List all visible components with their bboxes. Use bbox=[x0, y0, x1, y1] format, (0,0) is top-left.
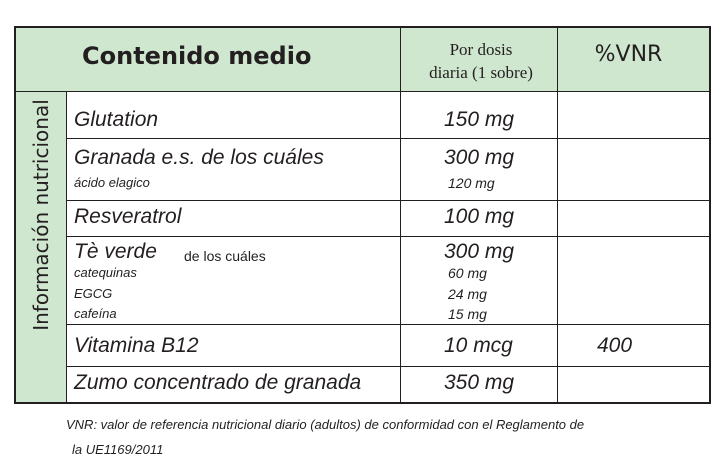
row-sub-amount-acido-elagico: 120 mg bbox=[448, 175, 495, 191]
divider bbox=[400, 28, 401, 402]
row-amount-resveratrol: 100 mg bbox=[444, 205, 515, 228]
row-name-te-verde: Tè verde bbox=[74, 240, 157, 263]
row-amount-glutation: 150 mg bbox=[444, 108, 515, 131]
divider bbox=[66, 324, 709, 325]
row-amount-te-verde: 300 mg bbox=[444, 240, 515, 263]
row-amount-granada: 300 mg bbox=[444, 146, 515, 169]
row-sub-amount-catequinas: 60 mg bbox=[448, 265, 487, 281]
row-name-glutation: Glutation bbox=[74, 108, 159, 131]
row-name-vitamina-b12: Vitamina B12 bbox=[74, 334, 199, 357]
row-sub-name-acido-elagico: ácido elagico bbox=[74, 175, 150, 190]
header-dose: Por dosis diaria (1 sobre) bbox=[406, 38, 556, 84]
divider bbox=[66, 366, 709, 367]
divider bbox=[557, 28, 558, 402]
row-amount-vitamina-b12: 10 mcg bbox=[444, 334, 513, 357]
header-dose-line2: diaria (1 sobre) bbox=[429, 63, 533, 82]
row-name-granada: Granada e.s. de los cuáles bbox=[74, 146, 324, 169]
footnote-line1: VNR: valor de referencia nutricional dia… bbox=[66, 417, 585, 432]
header-title: Contenido medio bbox=[82, 42, 312, 70]
divider bbox=[16, 91, 709, 92]
divider bbox=[66, 91, 67, 402]
row-name-zumo: Zumo concentrado de granada bbox=[74, 371, 362, 394]
row-sub-name-cafeina: cafeína bbox=[74, 306, 117, 321]
divider bbox=[66, 200, 709, 201]
side-label-cell bbox=[16, 28, 66, 402]
row-note-de-los-cuales: de los cuáles bbox=[184, 248, 266, 264]
row-sub-amount-egcg: 24 mg bbox=[448, 286, 487, 302]
side-label: Información nutricional bbox=[16, 28, 66, 402]
row-vnr-vitamina-b12: 400 bbox=[597, 334, 633, 357]
side-label-text: Información nutricional bbox=[29, 99, 53, 331]
row-amount-zumo: 350 mg bbox=[444, 371, 515, 394]
nutrition-table: Información nutricional Contenido medio … bbox=[14, 26, 711, 404]
divider bbox=[66, 236, 709, 237]
row-sub-name-catequinas: catequinas bbox=[74, 265, 137, 280]
footnote-line2: la UE1169/2011 bbox=[72, 442, 164, 457]
row-sub-name-egcg: EGCG bbox=[74, 286, 113, 301]
header-vnr: %VNR bbox=[594, 42, 663, 67]
header-row bbox=[66, 28, 709, 91]
header-dose-line1: Por dosis bbox=[449, 40, 513, 59]
divider bbox=[66, 138, 709, 139]
row-name-resveratrol: Resveratrol bbox=[74, 205, 182, 228]
row-sub-amount-cafeina: 15 mg bbox=[448, 306, 487, 322]
